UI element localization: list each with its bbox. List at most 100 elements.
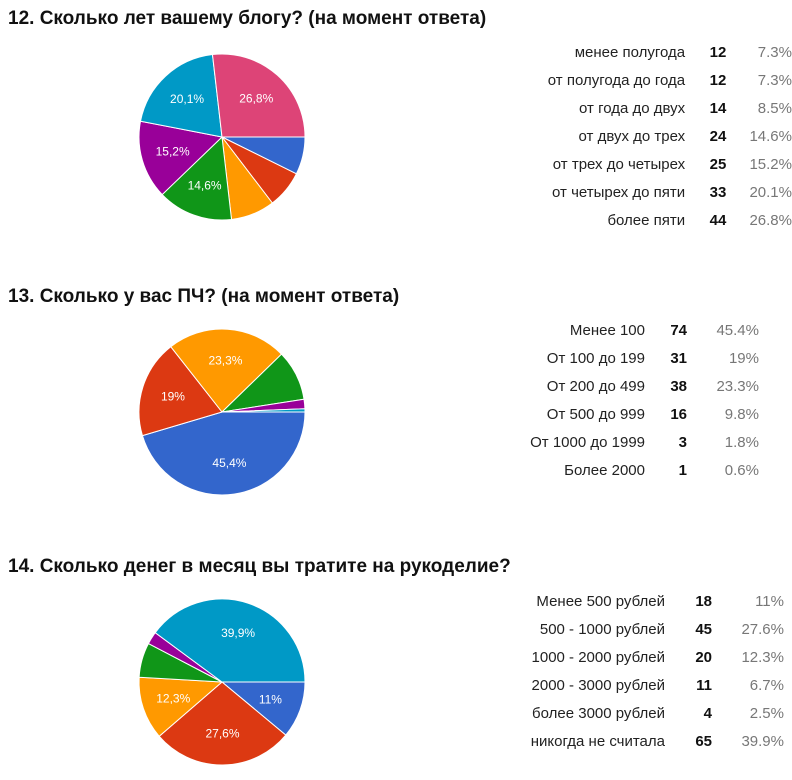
legend-count: 25 <box>709 155 727 173</box>
legend-percent: 0.6% <box>724 461 759 479</box>
legend-count: 31 <box>670 349 687 367</box>
legend-label: от года до двух <box>579 99 686 117</box>
pie-slice <box>138 676 224 738</box>
legend-count: 65 <box>695 732 712 750</box>
legend-percent: 23.3% <box>716 377 759 395</box>
legend-row: от года до двух 14 8.5% <box>505 94 792 122</box>
legend-table-q12: менее полугода 12 7.3% от полугода до года 1… <box>505 38 792 234</box>
legend-table-q13: Менее 100 74 45.4% От 100 до 199 31 19% От 200… <box>505 316 759 484</box>
legend-label: никогда не считала <box>530 732 665 750</box>
pie-slice <box>158 681 287 766</box>
legend-count: 11 <box>696 676 712 694</box>
legend-row: никогда не считала 65 39.9% <box>505 727 784 755</box>
legend-label: Менее 500 рублей <box>536 592 665 610</box>
legend-count: 16 <box>670 405 687 423</box>
legend-percent: 26.8% <box>749 211 792 229</box>
legend-percent: 12.3% <box>741 648 784 666</box>
legend-row: Более 2000 1 0.6% <box>505 456 759 484</box>
slice-label: 23,3% <box>208 354 242 368</box>
legend-row: от трех до четырех 25 15.2% <box>505 150 792 178</box>
legend-row: 500 - 1000 рублей 45 27.6% <box>505 615 784 643</box>
pie-chart-q13: 45,4% 19% 23,3% <box>137 327 307 497</box>
legend-count: 20 <box>695 648 712 666</box>
legend-count: 45 <box>695 620 712 638</box>
legend-percent: 14.6% <box>749 127 792 145</box>
legend-row: От 500 до 999 16 9.8% <box>505 400 759 428</box>
legend-percent: 7.3% <box>757 71 792 89</box>
pie-slice <box>211 53 306 138</box>
legend-label: от трех до четырех <box>552 155 686 173</box>
pie-slice <box>154 598 306 683</box>
pie-slice <box>161 135 233 221</box>
slice-label: 20,1% <box>170 92 204 106</box>
legend-count: 3 <box>678 433 687 451</box>
legend-label: 500 - 1000 рублей <box>539 620 665 638</box>
legend-row: Менее 100 74 45.4% <box>505 316 759 344</box>
pie-slice <box>141 411 306 496</box>
legend-count: 74 <box>670 321 687 339</box>
legend-percent: 45.4% <box>716 321 759 339</box>
pie-chart-q14: 11% 27,6% 12,3% 39,9% <box>137 597 307 767</box>
legend-label: более пяти <box>607 211 686 229</box>
legend-row: от двух до трех 24 14.6% <box>505 122 792 150</box>
pie-chart-q12: 14,6% 15,2% 20,1% 26,8% <box>137 52 307 222</box>
pie-slice <box>170 328 283 413</box>
legend-count: 4 <box>703 704 712 722</box>
question-12-title: 12. Сколько лет вашему блогу? (на момент… <box>8 8 487 29</box>
legend-row: от четырех до пяти 33 20.1% <box>505 178 792 206</box>
legend-percent: 15.2% <box>749 155 792 173</box>
pie-slice <box>139 53 223 138</box>
legend-percent: 8.5% <box>757 99 792 117</box>
legend-count: 14 <box>709 99 727 117</box>
legend-label: менее полугода <box>574 43 686 61</box>
legend-label: От 200 до 499 <box>546 377 645 395</box>
legend-percent: 19% <box>728 349 759 367</box>
slice-label: 27,6% <box>205 726 239 740</box>
slice-label: 15,2% <box>156 145 190 159</box>
legend-label: 2000 - 3000 рублей <box>531 676 665 694</box>
slice-label: 12,3% <box>156 692 190 706</box>
legend-row: От 1000 до 1999 3 1.8% <box>505 428 759 456</box>
slice-label: 14,6% <box>188 178 222 192</box>
legend-percent: 39.9% <box>741 732 784 750</box>
legend-label: от двух до трех <box>578 127 686 145</box>
legend-count: 38 <box>670 377 687 395</box>
legend-percent: 6.7% <box>749 676 784 694</box>
legend-row: более пяти 44 26.8% <box>505 206 792 234</box>
legend-row: 1000 - 2000 рублей 20 12.3% <box>505 643 784 671</box>
legend-label: От 100 до 199 <box>546 349 645 367</box>
slice-label: 45,4% <box>212 456 246 470</box>
legend-label: более 3000 рублей <box>532 704 665 722</box>
question-14-title: 14. Сколько денег в месяц вы тратите на … <box>8 556 511 577</box>
legend-count: 44 <box>709 211 727 229</box>
slice-label: 11% <box>259 692 282 706</box>
legend-label: 1000 - 2000 рублей <box>531 648 665 666</box>
legend-row: Менее 500 рублей 18 11% <box>505 587 784 615</box>
legend-label: От 1000 до 1999 <box>530 433 645 451</box>
legend-row: более 3000 рублей 4 2.5% <box>505 699 784 727</box>
pie-slice <box>221 408 306 413</box>
legend-count: 12 <box>709 43 727 61</box>
legend-label: От 500 до 999 <box>546 405 645 423</box>
legend-row: От 100 до 199 31 19% <box>505 344 759 372</box>
pie-slice <box>138 345 223 437</box>
legend-percent: 2.5% <box>749 704 784 722</box>
legend-count: 1 <box>678 461 687 479</box>
legend-label: от четырех до пяти <box>552 183 686 201</box>
legend-percent: 7.3% <box>757 43 792 61</box>
legend-percent: 27.6% <box>741 620 784 638</box>
legend-percent: 1.8% <box>724 433 759 451</box>
legend-row: От 200 до 499 38 23.3% <box>505 372 759 400</box>
legend-count: 24 <box>709 127 727 145</box>
question-13-title: 13. Сколько у вас ПЧ? (на момент ответа) <box>8 286 400 307</box>
legend-count: 12 <box>709 71 727 89</box>
slice-label: 39,9% <box>221 626 255 640</box>
legend-count: 33 <box>709 183 727 201</box>
legend-percent: 20.1% <box>749 183 792 201</box>
legend-percent: 9.8% <box>724 405 759 423</box>
slice-label: 19% <box>161 389 185 403</box>
legend-label: Более 2000 <box>564 461 645 479</box>
legend-label: от полугода до года <box>547 71 686 89</box>
pie-slice <box>138 120 224 196</box>
slice-label: 26,8% <box>239 92 273 106</box>
